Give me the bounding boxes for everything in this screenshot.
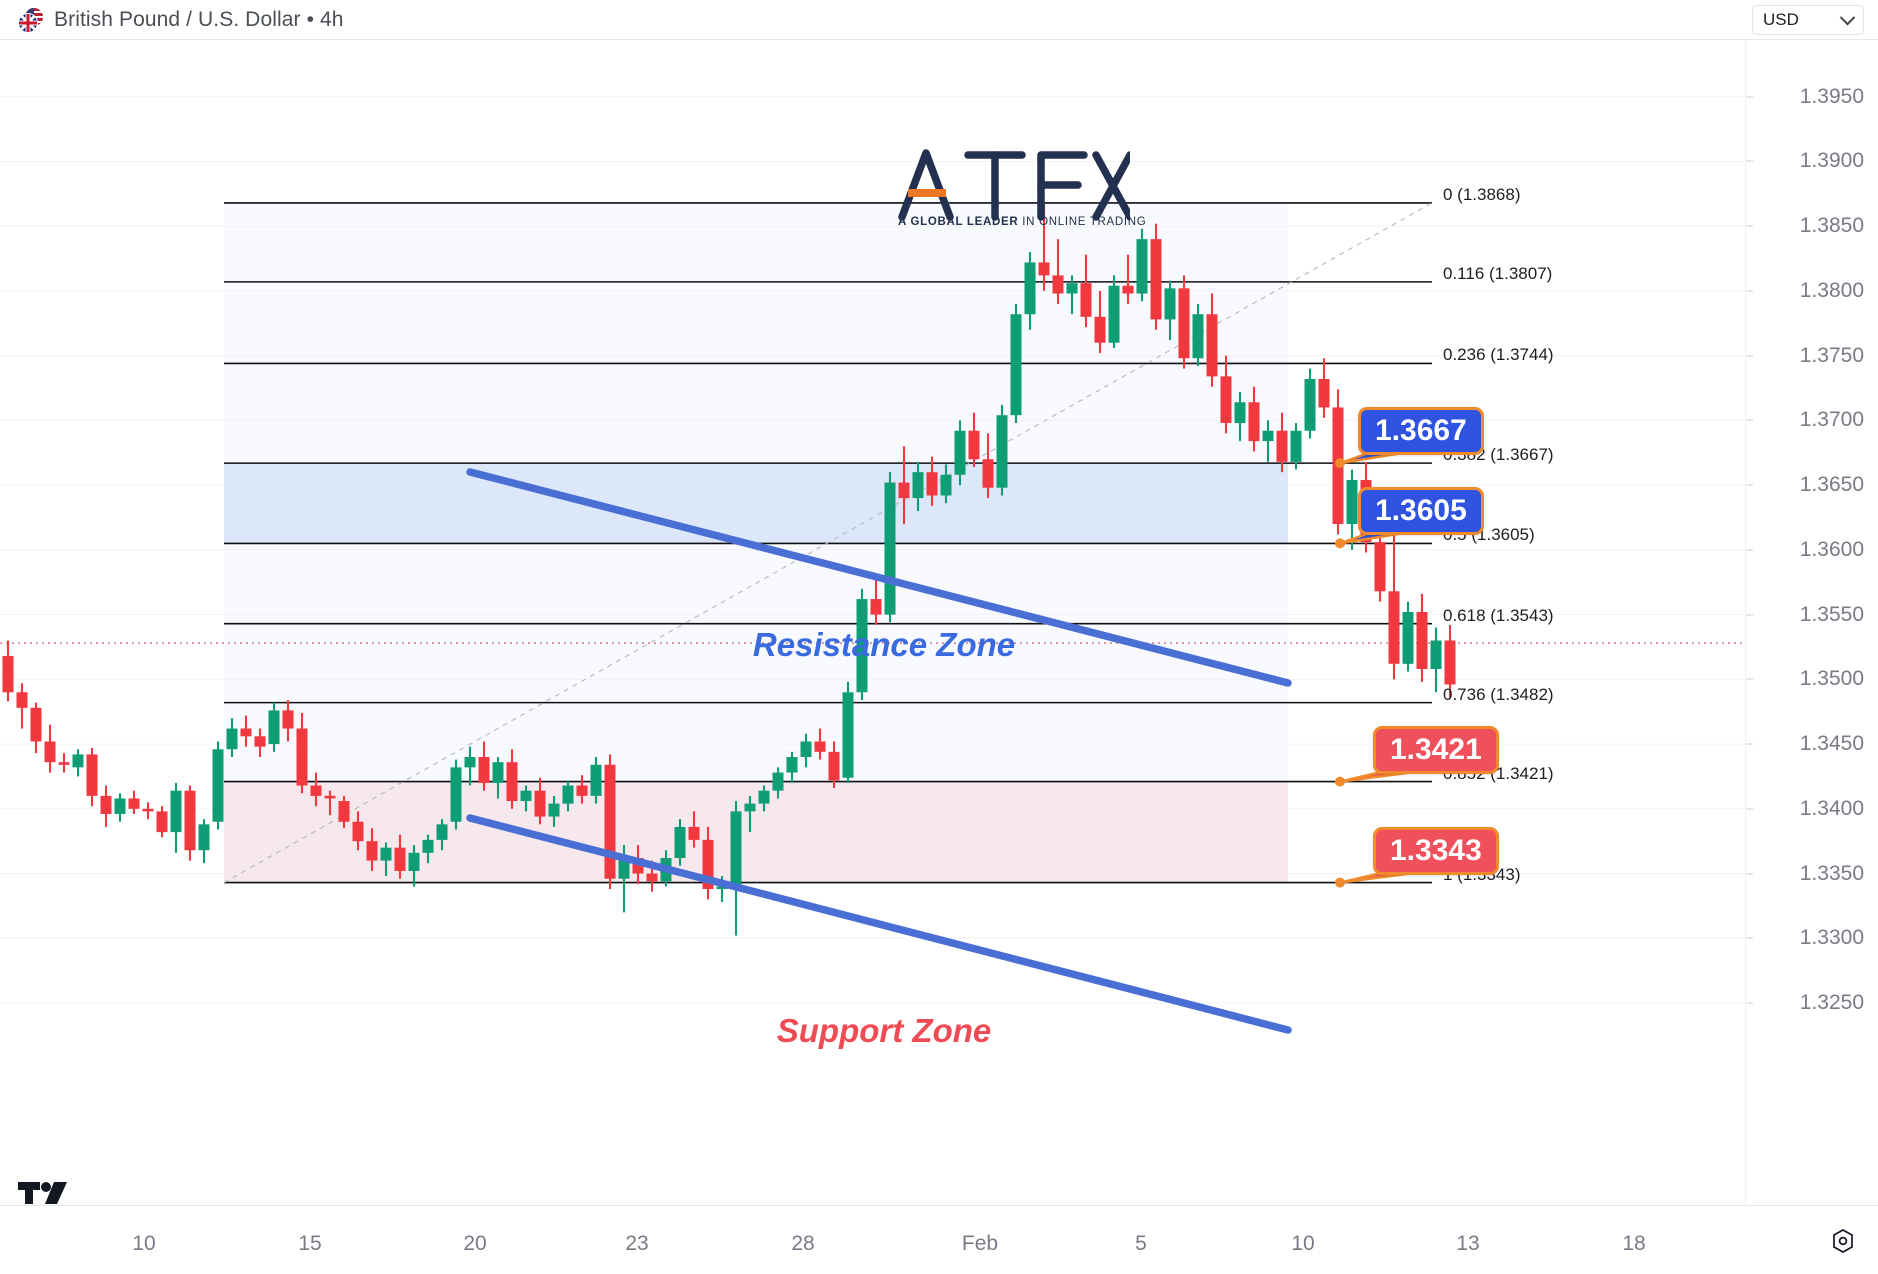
price-tick-dash	[1746, 419, 1753, 421]
trendlines	[466, 468, 1292, 1034]
symbol-title: British Pound / U.S. Dollar • 4h	[54, 8, 344, 31]
price-axis-tick-1.3450: 1.3450	[1799, 732, 1864, 756]
price-axis-tick-1.3800: 1.3800	[1799, 278, 1864, 302]
time-axis[interactable]: 10 15 20 23 28 Feb 5 10 13 18	[0, 1205, 1878, 1274]
price-axis-tick-1.3400: 1.3400	[1799, 796, 1864, 820]
time-axis-tick-15: 15	[298, 1232, 322, 1255]
fib-level-label-1: 0.116 (1.3807)	[1443, 263, 1553, 283]
time-axis-tick-28: 28	[791, 1232, 815, 1255]
price-badge-1.3343[interactable]: 1.3343	[1373, 826, 1499, 875]
fib-level-label-2: 0.236 (1.3744)	[1443, 345, 1554, 365]
chart-plot-area[interactable]: A GLOBAL LEADER IN ONLINE TRADING Resist…	[0, 40, 1745, 1205]
price-axis-tick-1.3750: 1.3750	[1799, 343, 1864, 367]
fibonacci-diagonal-guides	[223, 202, 1433, 884]
candlestick-series	[2, 202, 1456, 936]
currency-selector[interactable]: USD	[1752, 5, 1864, 35]
symbol-block[interactable]: British Pound / U.S. Dollar • 4h	[18, 0, 344, 40]
chevron-down-icon	[1839, 9, 1856, 25]
price-badge-1.3421[interactable]: 1.3421	[1373, 725, 1499, 774]
price-tick-dash	[1746, 225, 1753, 227]
price-badge-1.3667[interactable]: 1.3667	[1358, 407, 1484, 456]
time-axis-tick-20: 20	[463, 1232, 487, 1255]
tradingview-logo-icon[interactable]	[18, 1180, 70, 1205]
price-axis[interactable]: 1.40001.39501.39001.38501.38001.37501.37…	[1745, 20, 1878, 1205]
fib-level-label-5: 0.618 (1.3543)	[1443, 605, 1554, 625]
uk-flag-icon	[18, 13, 38, 33]
price-tick-dash	[1746, 937, 1753, 939]
time-axis-tick-23: 23	[625, 1232, 649, 1255]
price-axis-tick-1.3500: 1.3500	[1799, 667, 1864, 691]
time-axis-tick-18: 18	[1622, 1232, 1646, 1255]
price-tick-dash	[1746, 743, 1753, 745]
fibonacci-lines	[224, 202, 1432, 884]
price-tick-dash	[1746, 614, 1753, 616]
price-tick-dash	[1746, 355, 1753, 357]
price-badge-1.3605[interactable]: 1.3605	[1358, 487, 1484, 536]
hexagon-target-icon[interactable]	[1830, 1228, 1856, 1254]
currency-selector-value: USD	[1763, 10, 1799, 29]
price-axis-tick-1.3600: 1.3600	[1799, 537, 1864, 561]
price-axis-tick-1.3700: 1.3700	[1799, 408, 1864, 432]
price-axis-tick-1.3900: 1.3900	[1799, 149, 1864, 173]
price-tick-dash	[1746, 484, 1753, 486]
time-axis-tick-13: 13	[1456, 1232, 1480, 1255]
price-axis-tick-1.3950: 1.3950	[1799, 84, 1864, 108]
price-axis-tick-1.3850: 1.3850	[1799, 214, 1864, 238]
fib-level-label-6: 0.736 (1.3482)	[1443, 684, 1554, 704]
atfx-tagline: A GLOBAL LEADER IN ONLINE TRADING	[898, 216, 1146, 228]
candlestick-chart	[0, 96, 1745, 1034]
fib-level-label-0: 0 (1.3868)	[1443, 184, 1521, 204]
price-axis-tick-1.3650: 1.3650	[1799, 473, 1864, 497]
price-tick-dash	[1746, 808, 1753, 810]
price-tick-dash	[1746, 678, 1753, 680]
price-axis-tick-1.3250: 1.3250	[1799, 991, 1864, 1014]
time-axis-tick-5: 5	[1135, 1232, 1147, 1255]
price-axis-tick-1.3350: 1.3350	[1799, 861, 1864, 885]
support-zone-label: Support Zone	[776, 1012, 992, 1049]
price-axis-tick-1.3300: 1.3300	[1799, 926, 1864, 950]
price-tick-dash	[1746, 1002, 1753, 1004]
price-tick-dash	[1746, 549, 1753, 551]
price-axis-tick-1.3550: 1.3550	[1799, 602, 1864, 626]
price-tick-dash	[1746, 873, 1753, 875]
time-axis-tick-Feb: Feb	[961, 1232, 999, 1255]
atfx-tagline-rest: IN ONLINE TRADING	[1018, 216, 1147, 228]
top-toolbar: British Pound / U.S. Dollar • 4h USD	[0, 0, 1878, 40]
price-tick-dash	[1746, 290, 1753, 292]
time-axis-tick-10: 10	[132, 1232, 156, 1255]
atfx-logo	[898, 149, 1130, 221]
time-axis-tick-10: 10	[1291, 1232, 1315, 1255]
resistance-zone-label: Resistance Zone	[752, 626, 1016, 663]
gbp-usd-flag-pair-icon	[18, 7, 44, 33]
price-tick-dash	[1746, 96, 1753, 98]
price-tick-dash	[1746, 160, 1753, 162]
atfx-tagline-bold: A GLOBAL LEADER	[898, 216, 1019, 228]
